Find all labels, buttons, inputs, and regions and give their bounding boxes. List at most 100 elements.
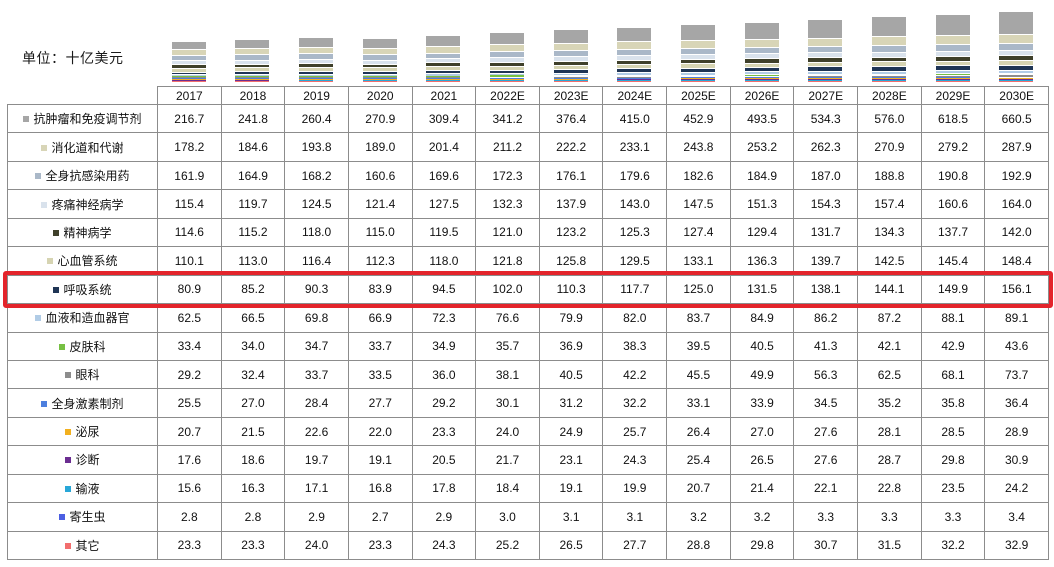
value-cell: 112.3 — [347, 246, 413, 276]
bar-segment — [680, 63, 715, 68]
value-cell: 576.0 — [857, 103, 922, 134]
bar-segment — [871, 76, 906, 79]
bar-segment — [680, 71, 715, 75]
bar-segment — [299, 80, 334, 81]
bar-segment — [999, 77, 1034, 79]
bar-segment — [299, 58, 334, 63]
value-cell: 168.2 — [284, 160, 349, 191]
bar-segment — [999, 69, 1034, 73]
value-cell: 176.1 — [538, 160, 604, 191]
bar-segment — [235, 63, 270, 68]
value-cell: 222.2 — [538, 132, 604, 162]
value-cell: 40.5 — [729, 331, 795, 361]
value-cell: 145.4 — [920, 246, 986, 276]
bar-segment — [299, 46, 334, 54]
bar-segment — [299, 70, 334, 74]
bar-segment — [999, 33, 1034, 44]
category-swatch-icon — [35, 173, 42, 180]
value-cell: 32.9 — [984, 530, 1049, 561]
value-cell: 2.9 — [284, 502, 349, 532]
value-cell: 15.6 — [157, 473, 222, 504]
value-cell: 121.4 — [347, 189, 413, 219]
row-label: 其它 — [7, 530, 158, 561]
value-cell: 34.9 — [411, 331, 477, 361]
value-cell: 134.3 — [857, 217, 922, 248]
value-cell: 142.5 — [857, 246, 922, 276]
bar-segment — [680, 59, 715, 64]
value-cell: 31.2 — [538, 388, 604, 418]
bar-segment — [553, 75, 588, 77]
value-cell: 28.1 — [857, 416, 922, 447]
value-cell: 270.9 — [857, 132, 922, 162]
value-cell: 22.0 — [347, 416, 413, 447]
value-cell: 62.5 — [157, 303, 222, 333]
value-cell: 19.9 — [602, 473, 668, 504]
bar-segment — [553, 42, 588, 51]
value-cell: 309.4 — [411, 103, 477, 134]
value-cell: 124.5 — [284, 189, 349, 219]
bar-segment — [935, 70, 970, 74]
bar-segment — [680, 79, 715, 81]
bar-segment — [362, 79, 397, 81]
bar-segment — [871, 61, 906, 66]
value-cell: 29.2 — [411, 388, 477, 418]
unit-label: 单位：十亿美元 — [22, 50, 124, 66]
value-cell: 35.7 — [475, 331, 540, 361]
bar-segment — [171, 55, 206, 61]
value-cell: 33.9 — [729, 388, 795, 418]
value-cell: 24.3 — [602, 445, 668, 475]
value-cell: 133.1 — [666, 246, 731, 276]
table-row: 寄生虫 2.8 2.8 2.9 2.7 2.9 3.0 3.1 3.1 3.2 3.2 3.3 3.3 3… — [7, 502, 1049, 532]
value-cell: 30.9 — [984, 445, 1049, 475]
value-cell: 114.6 — [157, 217, 222, 248]
bar-segment — [617, 68, 652, 73]
bar-segment — [935, 50, 970, 56]
bar-segment — [871, 45, 906, 52]
value-cell: 19.1 — [538, 473, 604, 504]
bar-segment — [362, 80, 397, 81]
value-cell: 201.4 — [411, 132, 477, 162]
row-label: 泌尿 — [7, 416, 158, 447]
value-cell: 28.4 — [284, 388, 349, 418]
value-cell: 618.5 — [920, 103, 986, 134]
bar-segment — [553, 30, 588, 43]
value-cell: 119.7 — [220, 189, 286, 219]
bar-segment — [235, 76, 270, 78]
value-cell: 376.4 — [538, 103, 604, 134]
category-swatch-icon — [41, 400, 48, 407]
stacked-bar-2025E — [680, 25, 715, 82]
value-cell: 32.2 — [920, 530, 986, 561]
bar-segment — [999, 79, 1034, 81]
value-cell: 3.1 — [602, 502, 668, 532]
value-cell: 136.3 — [729, 246, 795, 276]
row-label: 精神病学 — [7, 217, 158, 248]
bar-segment — [871, 70, 906, 74]
category-swatch-icon — [65, 457, 72, 464]
value-cell: 121.8 — [475, 246, 540, 276]
value-cell: 137.7 — [920, 217, 986, 248]
value-cell: 3.2 — [666, 502, 731, 532]
value-cell: 193.8 — [284, 132, 349, 162]
value-cell: 184.9 — [729, 160, 795, 191]
bar-segment — [999, 43, 1034, 50]
bar-segment — [235, 71, 270, 74]
stacked-bar-2020 — [362, 39, 397, 82]
value-cell: 23.5 — [920, 473, 986, 504]
table-row: 呼吸系统 80.9 85.2 90.3 83.9 94.5 102.0 110.3 117.7 1… — [7, 274, 1049, 305]
value-cell: 26.4 — [666, 416, 731, 447]
value-cell: 88.1 — [920, 303, 986, 333]
value-cell: 139.7 — [793, 246, 859, 276]
value-cell: 69.8 — [284, 303, 349, 333]
bar-segment — [235, 59, 270, 64]
bar-segment — [808, 52, 843, 58]
bar-segment — [617, 79, 652, 81]
bar-segment — [490, 81, 525, 82]
bar-segment — [362, 67, 397, 72]
value-cell: 151.3 — [729, 189, 795, 219]
bar-segment — [808, 80, 843, 82]
value-cell: 16.3 — [220, 473, 286, 504]
value-cell: 2.9 — [411, 502, 477, 532]
bar-segment — [871, 51, 906, 57]
value-cell: 33.7 — [347, 331, 413, 361]
bar-segment — [935, 44, 970, 51]
